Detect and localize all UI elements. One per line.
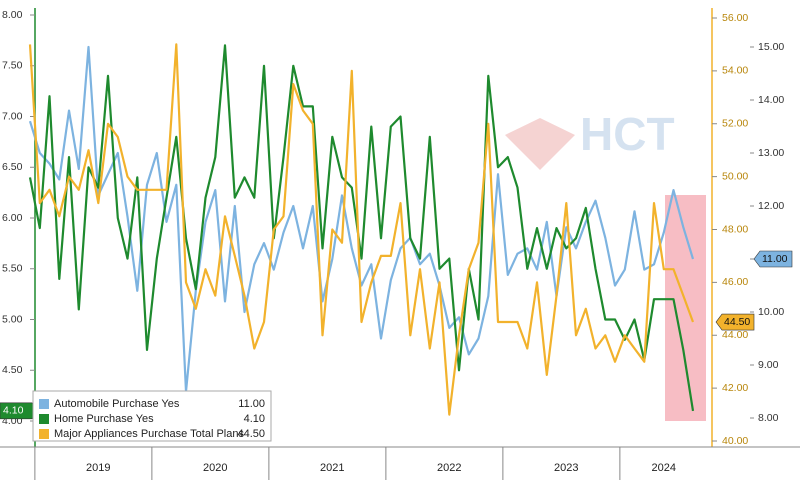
tick-label: 14.00 xyxy=(758,94,784,106)
legend-swatch xyxy=(39,414,49,424)
legend-label: Automobile Purchase Yes xyxy=(54,398,180,410)
value-tag-label: 4.10 xyxy=(3,405,24,417)
tick-label: 54.00 xyxy=(722,65,748,77)
legend: Automobile Purchase Yes 11.00 Home Purchas… xyxy=(32,390,272,442)
series-line xyxy=(28,44,695,412)
x-tick-label: 2022 xyxy=(437,462,461,474)
legend-value: 11.00 xyxy=(238,398,265,410)
tick-label: 7.50 xyxy=(2,60,23,72)
legend-label: Major Appliances Purchase Total Plans xyxy=(54,428,244,440)
legend-value: 44.50 xyxy=(237,428,265,440)
tick-label: 46.00 xyxy=(722,276,748,288)
tick-label: 50.00 xyxy=(722,170,748,182)
legend-box xyxy=(32,390,272,442)
value-tag xyxy=(753,250,793,268)
x-tick-label: 2021 xyxy=(320,462,344,474)
tick-label: 9.00 xyxy=(758,359,779,371)
tick-label: 40.00 xyxy=(722,435,748,447)
highlight-region xyxy=(665,195,706,421)
tick-label: 52.00 xyxy=(722,118,748,130)
tick-label: 5.00 xyxy=(2,313,23,325)
tick-label: 44.00 xyxy=(722,329,748,341)
tick-label: 7.00 xyxy=(2,110,23,122)
watermark-logo: HCT xyxy=(505,108,675,170)
legend-swatch xyxy=(39,429,49,439)
tick-label: 8.00 xyxy=(2,9,23,21)
tick-label: 12.00 xyxy=(758,200,784,212)
x-tick-label: 2024 xyxy=(652,462,676,474)
legend-label: Home Purchase Yes xyxy=(54,413,154,425)
legend-swatch xyxy=(39,399,49,409)
tick-label: 56.00 xyxy=(722,12,748,24)
tick-label: 13.00 xyxy=(758,147,784,159)
tick-label: 15.00 xyxy=(758,41,784,53)
series-line xyxy=(28,43,695,416)
tick-label: 42.00 xyxy=(722,382,748,394)
plot: 4.004.505.005.506.006.507.007.508.0040.0… xyxy=(0,9,793,480)
tick-label: 5.50 xyxy=(2,263,23,275)
x-tick-label: 2023 xyxy=(554,462,578,474)
tick-label: 10.00 xyxy=(758,306,784,318)
value-tag-label: 11.00 xyxy=(762,253,788,265)
x-tick-label: 2020 xyxy=(203,462,227,474)
tick-label: 6.50 xyxy=(2,161,23,173)
value-tag xyxy=(715,313,755,331)
legend-value: 4.10 xyxy=(244,413,265,425)
watermark: HCT xyxy=(580,108,675,160)
tick-label: 48.00 xyxy=(722,223,748,235)
tick-label: 4.50 xyxy=(2,364,23,376)
x-tick-label: 2019 xyxy=(86,462,110,474)
watermark-icon xyxy=(505,118,575,170)
tick-label: 6.00 xyxy=(2,212,23,224)
series-line xyxy=(28,45,695,393)
value-tag-label: 44.50 xyxy=(724,316,750,328)
tick-label: 8.00 xyxy=(758,412,779,424)
